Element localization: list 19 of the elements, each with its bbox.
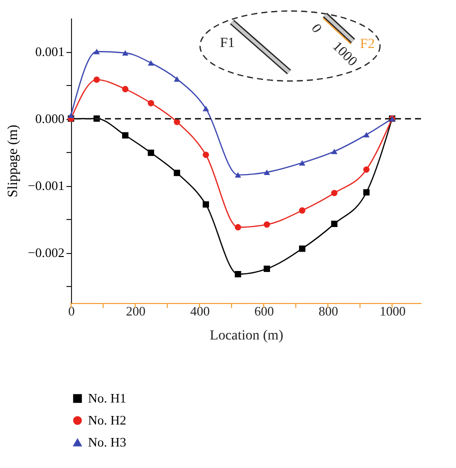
annotation: 1000 <box>329 39 360 70</box>
annotation: F2 <box>360 37 375 52</box>
annotation: 0 <box>308 22 324 36</box>
x-tick-label: 0 <box>68 304 75 318</box>
y-tick-label: −0.002 <box>28 245 64 260</box>
x-tick-label: 800 <box>318 304 338 318</box>
legend-label: No. H3 <box>88 434 126 450</box>
y-axis-title: Slippage (m) <box>6 124 21 198</box>
legend-label: No. H1 <box>88 390 126 406</box>
y-tick-label: 0.000 <box>35 111 64 126</box>
annotation: F1 <box>220 36 235 51</box>
legend-label: No. H2 <box>88 412 126 428</box>
x-tick-label: 1000 <box>380 304 406 318</box>
y-tick-label: −0.001 <box>28 178 64 194</box>
x-tick-label: 400 <box>190 304 210 318</box>
x-tick-label: 200 <box>126 304 146 318</box>
y-tick-label: 0.001 <box>35 44 64 60</box>
x-tick-label: 600 <box>254 304 274 318</box>
x-axis-title: Location (m) <box>210 328 284 344</box>
